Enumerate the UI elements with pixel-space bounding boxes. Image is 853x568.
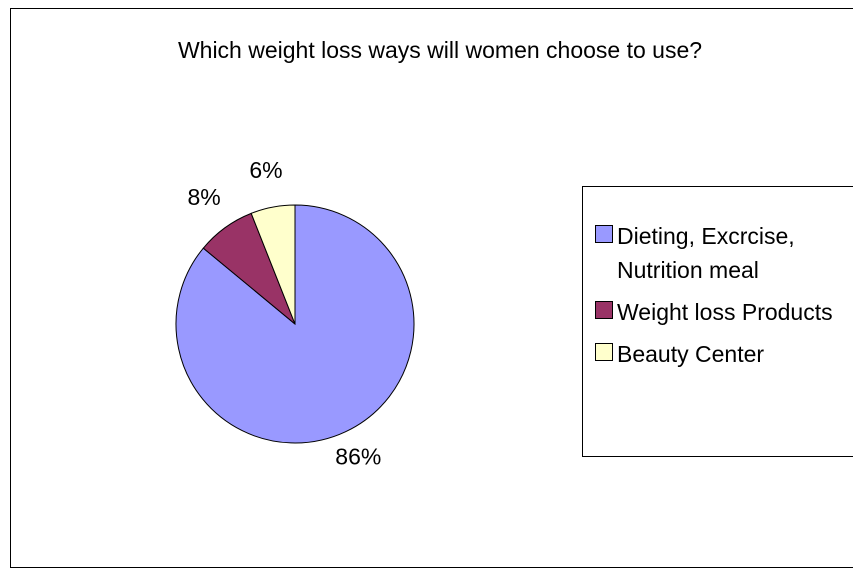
legend-swatch [595,343,613,361]
legend-item: Weight loss Products [595,295,853,329]
data-label: 86% [335,444,381,470]
data-label: 6% [249,157,282,183]
page: Which weight loss ways will women choose… [10,8,853,568]
chart: Which weight loss ways will women choose… [175,37,702,470]
legend-swatch [595,301,613,319]
legend: Dieting, Excrcise, Nutrition meal Weight … [582,186,853,457]
legend-swatch [595,225,613,243]
chart-title: Which weight loss ways will women choose… [178,37,702,63]
legend-item: Beauty Center [595,337,853,371]
legend-label: Dieting, Excrcise, Nutrition meal [617,223,795,283]
legend-item: Dieting, Excrcise, Nutrition meal [595,219,853,287]
data-label: 8% [187,184,220,210]
legend-label: Beauty Center [617,341,765,367]
pie-slice [250,204,296,325]
legend-label: Weight loss Products [617,299,833,325]
